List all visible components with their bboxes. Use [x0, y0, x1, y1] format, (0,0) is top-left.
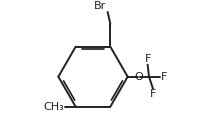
Text: CH₃: CH₃	[43, 102, 64, 112]
Text: F: F	[150, 89, 156, 99]
Text: F: F	[145, 54, 151, 64]
Text: F: F	[161, 72, 167, 82]
Text: O: O	[135, 72, 143, 82]
Text: Br: Br	[94, 1, 106, 11]
